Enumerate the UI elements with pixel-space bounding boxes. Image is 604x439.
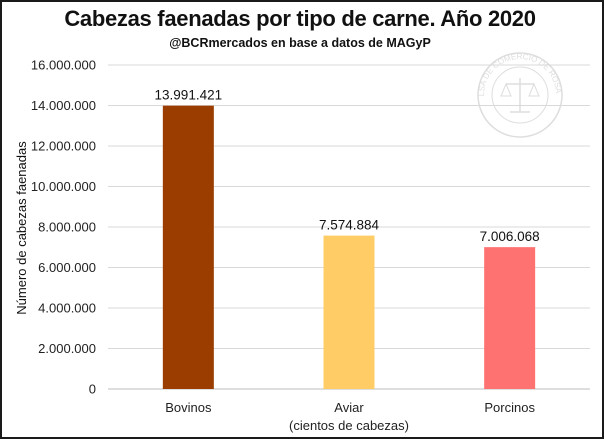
bar <box>162 105 214 390</box>
bar <box>484 247 536 389</box>
x-tick-sublabel: (cientos de cabezas) <box>289 418 409 433</box>
data-label: 7.006.068 <box>480 229 540 244</box>
bars <box>162 105 536 390</box>
y-tick-label: 2.000.000 <box>38 341 96 356</box>
y-tick-label: 14.000.000 <box>31 98 96 113</box>
y-tick-label: 12.000.000 <box>31 139 96 154</box>
watermark-text: BOLSA DE COMERCIO DE ROSARIO <box>0 0 563 96</box>
y-tick-label: 8.000.000 <box>38 220 96 235</box>
y-tick-label: 0 <box>89 382 96 397</box>
y-axis-label: Número de cabezas faenadas <box>14 141 29 315</box>
x-tick-label: Bovinos <box>165 400 212 415</box>
y-tick-label: 10.000.000 <box>31 179 96 194</box>
x-tick-label: Porcinos <box>484 400 535 415</box>
data-label: 13.991.421 <box>155 88 223 103</box>
chart-title: Cabezas faenadas por tipo de carne. Año … <box>64 6 536 31</box>
svg-text:BOLSA DE COMERCIO DE ROSARIO: BOLSA DE COMERCIO DE ROSARIO <box>0 0 563 96</box>
x-tick-label: Aviar <box>334 400 364 415</box>
data-label: 7.574.884 <box>319 218 380 233</box>
y-tick-labels: 0 2.000.000 4.000.000 6.000.000 8.000.000 10.… <box>31 58 96 397</box>
data-labels: 13.991.421 7.574.884 7.006.068 <box>155 88 540 244</box>
y-tick-label: 16.000.000 <box>31 58 96 73</box>
x-tick-labels: Bovinos Aviar (cientos de cabezas) Porcinos <box>165 400 535 433</box>
y-tick-label: 4.000.000 <box>38 301 96 316</box>
bar <box>323 235 375 389</box>
chart-subtitle: @BCRmercados en base a datos de MAGyP <box>169 36 431 50</box>
y-tick-label: 6.000.000 <box>38 260 96 275</box>
